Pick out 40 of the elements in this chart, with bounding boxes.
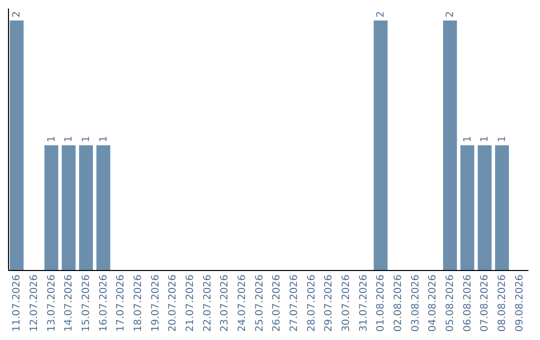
x-tick-label: 30.07.2026	[341, 274, 352, 332]
x-tick-label: 15.07.2026	[81, 274, 92, 332]
x-tick-label: 03.08.2026	[410, 274, 422, 332]
data-label: 2	[376, 11, 387, 18]
x-tick-label: 23.07.2026	[220, 274, 231, 332]
x-tick-label: 07.08.2026	[480, 274, 491, 332]
x-tick-label: 11.07.2026	[12, 274, 23, 332]
x-tick-label: 01.08.2026	[376, 274, 387, 332]
x-tick-label: 13.07.2026	[46, 274, 58, 332]
x-tick-label: 12.07.2026	[29, 274, 40, 332]
x-tick-label: 18.07.2026	[133, 274, 144, 332]
x-tick-label: 28.07.2026	[306, 274, 318, 332]
data-label: 2	[12, 11, 23, 18]
x-tick-label: 25.07.2026	[254, 274, 266, 332]
x-tick-label: 06.08.2026	[462, 274, 474, 332]
x-tick-label: 16.07.2026	[98, 274, 110, 332]
data-label: 1	[64, 136, 75, 142]
x-tick-label: 27.07.2026	[289, 274, 300, 332]
x-tick-label: 20.07.2026	[168, 274, 179, 332]
data-label: 1	[497, 136, 508, 142]
x-tick-label: 09.08.2026	[514, 274, 526, 332]
x-tick-label: 17.07.2026	[116, 274, 127, 332]
x-tick-label: 05.08.2026	[445, 274, 456, 332]
x-tick-label: 21.07.2026	[185, 274, 196, 332]
x-tick-label: 26.07.2026	[272, 274, 283, 332]
data-label: 2	[445, 11, 456, 18]
x-tick-label: 22.07.2026	[202, 274, 214, 332]
data-label: 1	[46, 136, 58, 142]
x-tick-label: 08.08.2026	[497, 274, 508, 332]
x-tick-label: 04.08.2026	[428, 274, 439, 332]
x-tick-label: 29.07.2026	[324, 274, 335, 332]
x-tick-label: 02.08.2026	[393, 274, 404, 332]
x-tick-label: 14.07.2026	[64, 274, 75, 332]
x-tick-label: 19.07.2026	[150, 274, 162, 332]
data-label: 1	[98, 136, 110, 142]
x-tick-label: 24.07.2026	[237, 274, 248, 332]
data-label: 1	[480, 136, 491, 142]
data-label: 1	[81, 136, 92, 142]
x-tick-label: 31.07.2026	[358, 274, 370, 332]
data-label: 1	[462, 136, 474, 142]
